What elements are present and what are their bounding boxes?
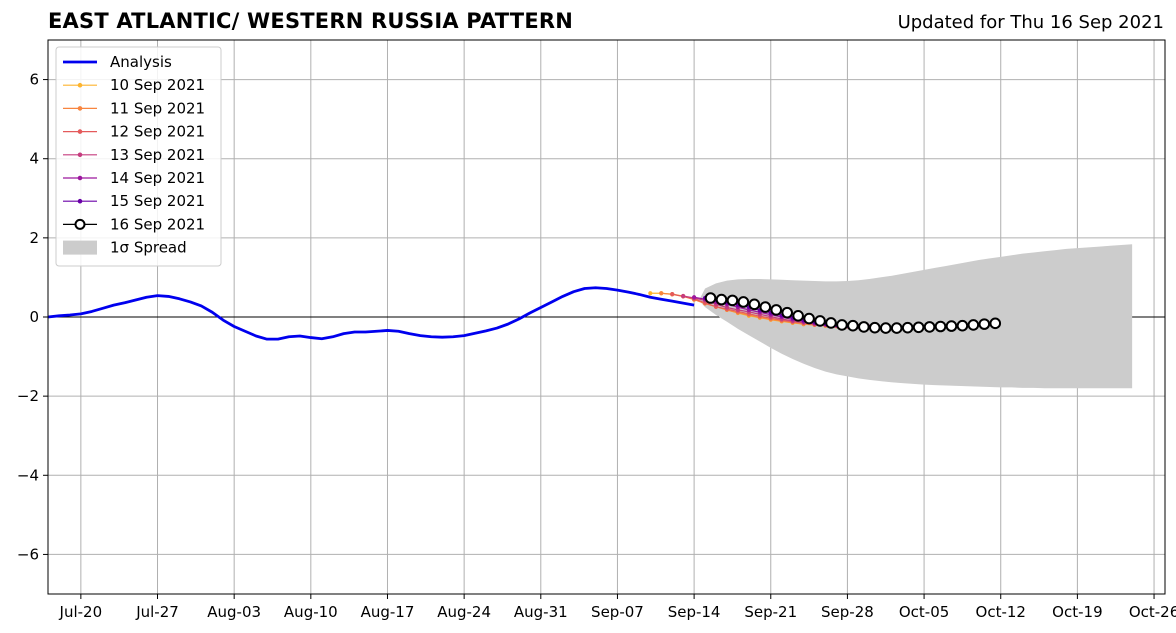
legend-marker (77, 175, 83, 181)
latest-forecast-point (901, 321, 914, 334)
x-tick-label: Sep-21 (744, 603, 797, 621)
latest-forecast-point (704, 292, 717, 304)
y-tick-label: 2 (29, 229, 39, 247)
x-tick-label: Jul-27 (135, 603, 179, 621)
latest-forecast-point (715, 293, 728, 306)
y-tick-label: 0 (29, 308, 39, 326)
latest-forecast-point (989, 317, 1002, 330)
y-tick-label: −4 (17, 466, 39, 484)
legend-marker (77, 129, 83, 134)
latest-forecast-point (978, 318, 991, 330)
latest-forecast-point (912, 321, 925, 334)
legend-label: Analysis (110, 53, 172, 71)
latest-forecast-point (956, 319, 969, 332)
legend-marker (77, 198, 83, 204)
legend-label: 15 Sep 2021 (110, 192, 205, 210)
latest-forecast-point (836, 319, 848, 331)
latest-forecast-point (737, 296, 750, 308)
series-point (681, 293, 686, 299)
latest-forecast-point (825, 317, 837, 329)
legend-label: 12 Sep 2021 (110, 123, 205, 141)
updated-date: Updated for Thu 16 Sep 2021 (897, 12, 1164, 33)
y-axis: −6 −4 −2 0 2 4 6 (17, 71, 48, 563)
legend-label: 13 Sep 2021 (110, 146, 205, 164)
latest-forecast-point (868, 321, 881, 334)
latest-forecast-point (770, 304, 783, 316)
latest-forecast-point (748, 298, 761, 311)
y-tick-label: 6 (29, 71, 39, 89)
x-tick-label: Oct-26 (1129, 603, 1176, 621)
legend-marker (77, 152, 83, 158)
spread-layer (699, 244, 1133, 389)
x-axis: Jul-20 Jul-27 Aug-03 Aug-10 Aug-17 Aug-24 Aug-… (59, 594, 1176, 621)
x-tick-label: Aug-17 (361, 603, 415, 621)
latest-forecast-point (726, 294, 739, 307)
legend-marker (74, 218, 86, 230)
x-tick-label: Oct-12 (976, 603, 1026, 621)
x-tick-label: Aug-03 (207, 603, 261, 621)
latest-forecast-point (781, 306, 793, 319)
legend: Analysis 10 Sep 2021 11 Sep 2021 12 Sep 202… (55, 46, 222, 267)
legend-label: 1σ Spread (110, 239, 187, 257)
x-tick-label: Sep-14 (668, 603, 721, 621)
legend-marker (77, 106, 83, 111)
series-point (670, 291, 675, 297)
y-tick-label: 4 (29, 150, 39, 168)
latest-forecast-point (847, 319, 859, 332)
analysis-line (47, 286, 695, 341)
legend-label: 16 Sep 2021 (110, 215, 205, 233)
spread-band (699, 244, 1133, 389)
y-tick-label: −6 (17, 545, 39, 563)
latest-forecast-point (879, 322, 892, 334)
series-layer (47, 286, 1002, 341)
x-tick-label: Aug-31 (514, 603, 568, 621)
latest-forecast-point (759, 301, 772, 313)
latest-forecast-point (858, 321, 870, 333)
latest-forecast-point (803, 312, 815, 325)
latest-forecast-point (934, 320, 947, 333)
x-tick-label: Oct-05 (899, 603, 949, 621)
grid-lines (48, 40, 1165, 594)
x-tick-label: Sep-28 (821, 603, 874, 621)
x-tick-label: Sep-07 (591, 603, 644, 621)
legend-swatch (63, 240, 97, 255)
series-point (659, 291, 664, 296)
latest-forecast-point (923, 321, 936, 333)
legend-marker (77, 82, 83, 88)
x-tick-label: Oct-19 (1052, 603, 1102, 621)
legend-label: 11 Sep 2021 (110, 99, 205, 117)
legend-label: 14 Sep 2021 (110, 169, 205, 187)
x-tick-label: Aug-24 (437, 603, 491, 621)
x-tick-label: Jul-20 (59, 603, 103, 621)
chart-title: EAST ATLANTIC/ WESTERN RUSSIA PATTERN (48, 9, 574, 33)
series-point (692, 295, 697, 300)
series-point (648, 291, 653, 296)
legend-label: 10 Sep 2021 (110, 76, 205, 94)
latest-forecast-point (945, 320, 958, 332)
latest-forecast-point (967, 319, 980, 331)
latest-forecast-point (890, 322, 903, 334)
x-tick-label: Aug-10 (284, 603, 338, 621)
latest-forecast-point (792, 310, 804, 322)
latest-forecast-point (814, 315, 826, 327)
legend-box (55, 46, 222, 267)
y-tick-label: −2 (17, 387, 39, 405)
